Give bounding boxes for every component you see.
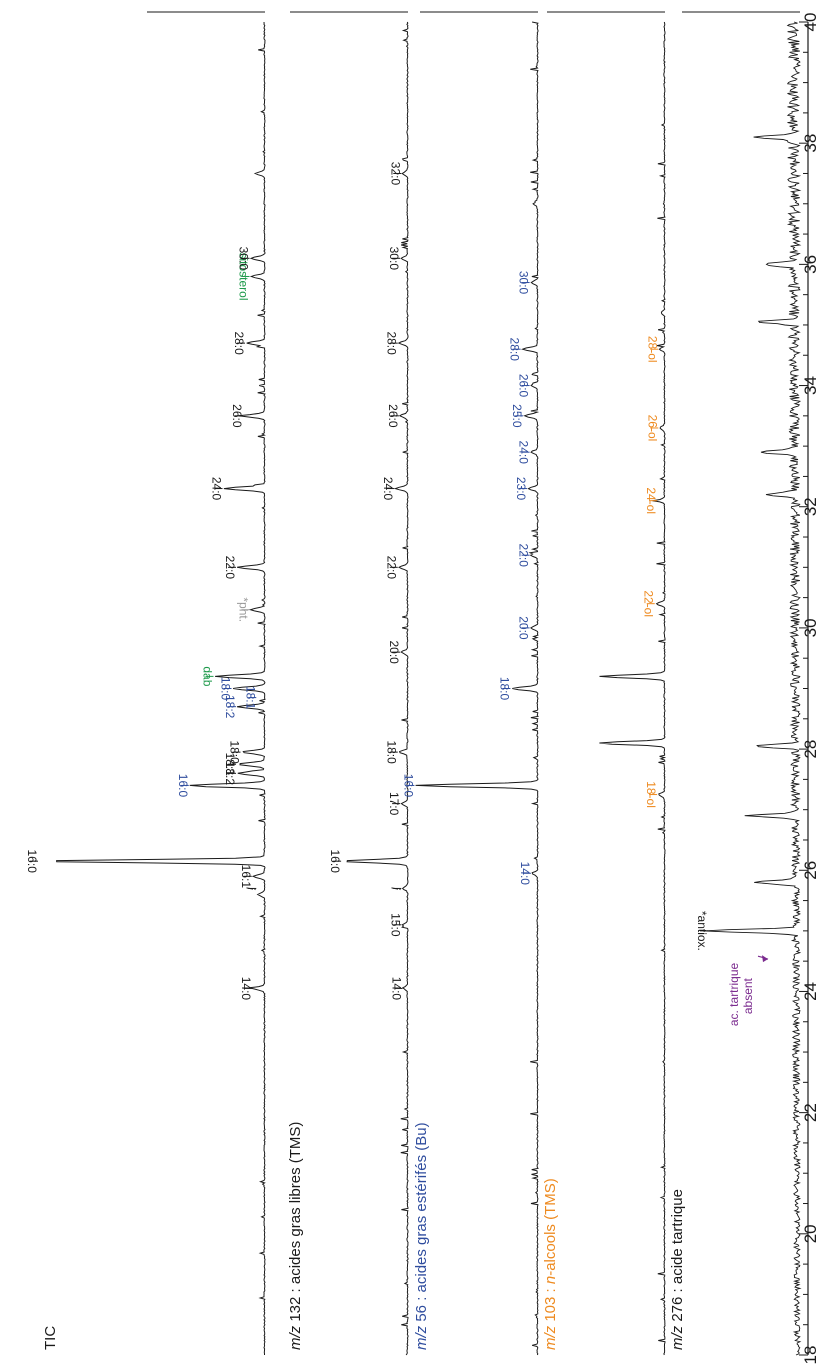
trace-mz103 <box>599 21 667 1356</box>
peak-label: *pht. <box>237 597 251 622</box>
peak-label: 18:0 <box>497 677 511 701</box>
panel-title: m/z 132 : acides gras libres (TMS) <box>287 1122 304 1350</box>
axis-tick-label: 30 <box>801 618 820 637</box>
peak-label: dab <box>201 666 215 686</box>
peak-label: *antiox. <box>695 911 709 951</box>
peak-label: 16:0 <box>401 774 415 798</box>
panel-title-text: TIC <box>42 1326 59 1350</box>
peak-label: 26:0 <box>517 374 531 398</box>
trace-tic <box>56 21 266 1355</box>
peak-label: 18:0 <box>228 740 242 764</box>
panel-title-text: 132 : acides gras libres (TMS) <box>287 1122 304 1326</box>
panel-title-suffix: -alcools (TMS) <box>542 1178 559 1276</box>
panel-title-text: 276 : acide tartrique <box>669 1189 686 1326</box>
peak-label: 24:0 <box>517 441 531 465</box>
peak-label: 28-ol <box>645 336 659 363</box>
peak-label: 16:0 <box>25 850 39 874</box>
panel-title: m/z 276 : acide tartrique <box>669 1189 686 1350</box>
peak-label: 24:0 <box>210 477 224 501</box>
peak-label: 26:0 <box>386 404 400 428</box>
axis-tick-label: 34 <box>801 376 820 395</box>
peak-label: sitosterol <box>237 252 251 300</box>
peak-label: 18:0 <box>385 740 399 764</box>
panel-title-prefix: m/z <box>413 1325 430 1350</box>
peak-label: 16:0 <box>328 850 342 874</box>
peak-label: 22-ol <box>642 590 656 617</box>
peak-label: 24:0 <box>381 477 395 501</box>
peak-label: 18:1 <box>223 753 237 777</box>
panel-title: m/z 56 : acides gras estérifés (Bu) <box>413 1122 430 1350</box>
panel-mz56: m/z 56 : acides gras estérifés (Bu) 14:0 1… <box>401 11 540 1356</box>
peak-label: 20:0 <box>387 640 401 664</box>
peak-label: 28:0 <box>508 338 522 362</box>
peak-label: 23:0 <box>514 477 528 501</box>
peak-label: 14:0 <box>239 977 253 1001</box>
peak-label: 26:0 <box>230 404 244 428</box>
peak-label: 15:0 <box>388 913 402 937</box>
peak-label: 26-ol <box>645 415 659 442</box>
peak-label: 18:2 <box>223 695 237 719</box>
peak-label: 28:0 <box>385 331 399 355</box>
axis-tick-label: 38 <box>801 134 820 153</box>
peak-label: 22:0 <box>517 544 531 568</box>
panel-title-text: 103 : <box>542 1284 559 1326</box>
annotation-line2: absent <box>741 977 755 1014</box>
panel-title-prefix: m/z <box>669 1325 686 1350</box>
trace-mz276 <box>703 21 802 1356</box>
panel-title-prefix: m/z <box>542 1325 559 1350</box>
panel-mz103: m/z 103 : n-alcools (TMS) 18-ol 22-ol 24-ol… <box>542 11 667 1356</box>
axis-tick-label: 26 <box>801 861 820 880</box>
panel-title-prefix: m/z <box>287 1325 304 1350</box>
peak-label: 22:0 <box>223 556 237 580</box>
axis-tick-label: 36 <box>801 255 820 274</box>
peak-label: i <box>388 887 402 890</box>
peak-label: 17:0 <box>387 792 401 816</box>
peak-label: 22:0 <box>385 556 399 580</box>
peak-label: 16:0 <box>176 774 190 798</box>
peak-label: 20:0 <box>517 616 531 640</box>
axis-tick-label: 24 <box>801 982 820 1001</box>
peak-label: 18:2 <box>223 762 237 786</box>
axis-tick-label: 28 <box>801 740 820 759</box>
annotation-arrowhead <box>762 955 768 963</box>
annotation-line1: ac. tartrique <box>727 962 741 1026</box>
peak-label: 18:1 <box>243 686 257 710</box>
panel-title: m/z 103 : n-alcools (TMS) <box>542 1178 559 1350</box>
peak-label: 18:0 <box>219 677 233 701</box>
axis-tick-label: 32 <box>801 497 820 516</box>
axis-tick-label: 20 <box>801 1224 820 1243</box>
peak-label: 16:1 <box>239 865 253 889</box>
trace-mz132 <box>346 21 409 1356</box>
x-axis: 18 20 22 24 26 28 30 32 34 36 38 40 <box>799 13 820 1365</box>
peak-label: 14:0 <box>389 977 403 1001</box>
panel-mz132: m/z 132 : acides gras libres (TMS) 14:0 15… <box>287 11 409 1356</box>
peak-label: i <box>243 887 257 890</box>
panel-title: TIC <box>42 1326 59 1350</box>
peak-label: 30:0 <box>517 271 531 295</box>
peak-label: 32:0 <box>388 162 402 186</box>
axis-tick-label: 22 <box>801 1103 820 1122</box>
trace-mz56 <box>415 21 540 1356</box>
peak-label: 30:0 <box>387 247 401 271</box>
peak-label: 30:0 <box>237 247 251 271</box>
peak-label: 24-ol <box>644 487 658 514</box>
axis-tick-label: 40 <box>801 13 820 32</box>
peak-label: 28:0 <box>232 331 246 355</box>
panel-title-italic: n <box>542 1276 559 1284</box>
panel-mz276: m/z 276 : acide tartrique *antiox. ac. tar… <box>669 11 802 1356</box>
panel-title-text: 56 : acides gras estérifés (Bu) <box>413 1122 430 1325</box>
peak-label: 25:0 <box>510 404 524 428</box>
peak-label: 18-ol <box>644 781 658 808</box>
axis-tick-label: 18 <box>801 1346 820 1365</box>
peak-label: 14:0 <box>518 862 532 886</box>
